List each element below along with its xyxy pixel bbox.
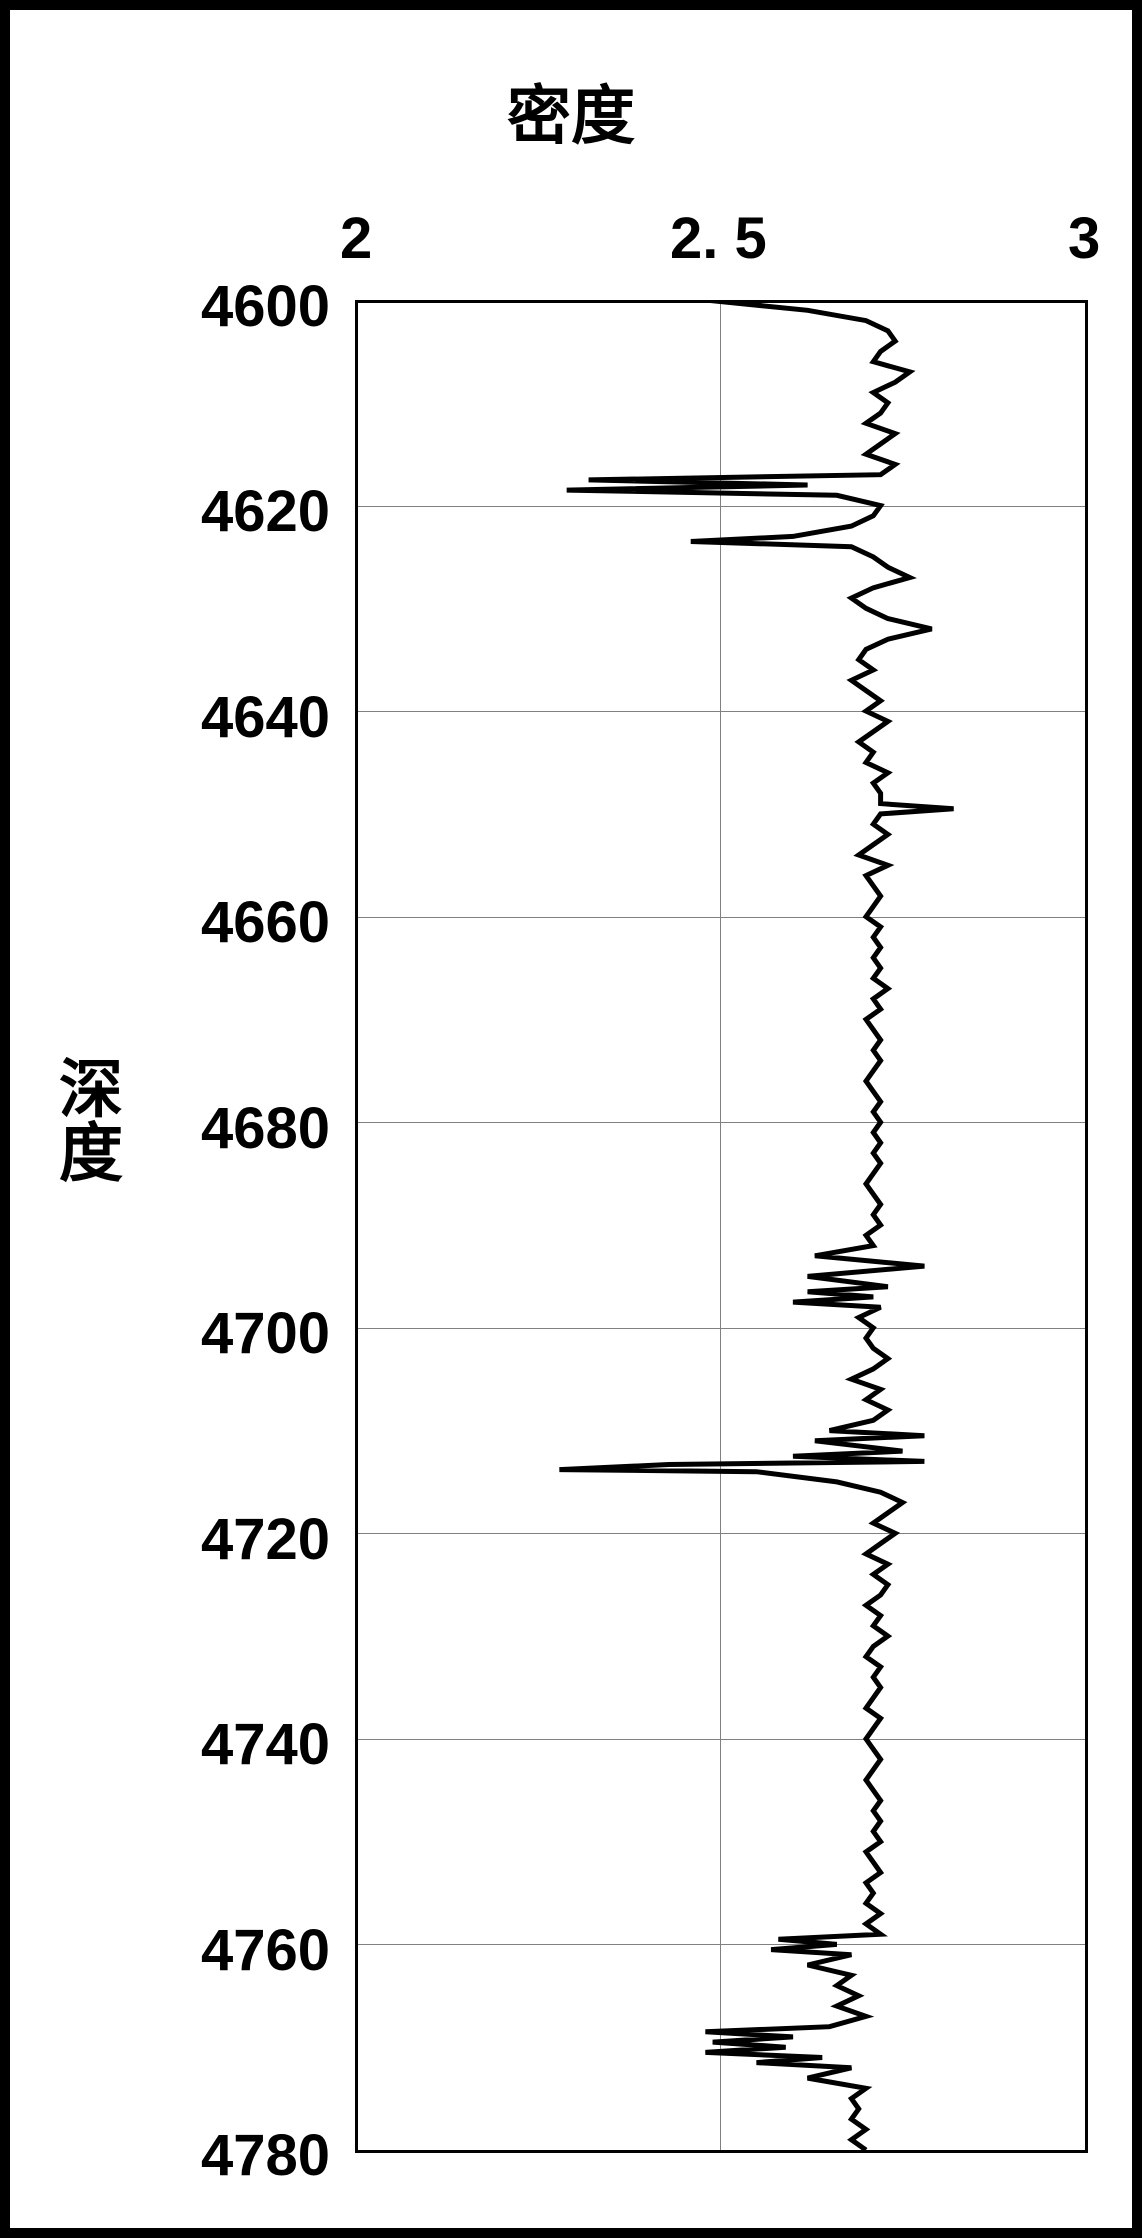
chart-title: 密度 — [507, 65, 635, 157]
chart-frame: 密度 深度 2 2. 5 3 4600 4620 4640 4660 4680 … — [0, 0, 1142, 2238]
y-tick-8: 4760 — [180, 1917, 330, 1984]
y-tick-3: 4660 — [180, 889, 330, 956]
y-tick-0: 4600 — [180, 273, 330, 340]
y-tick-4: 4680 — [180, 1095, 330, 1162]
y-tick-1: 4620 — [180, 478, 330, 545]
x-tick-2: 3 — [1068, 205, 1100, 272]
y-tick-6: 4720 — [180, 1506, 330, 1573]
y-tick-5: 4700 — [180, 1300, 330, 1367]
x-tick-1: 2. 5 — [670, 205, 767, 272]
y-tick-2: 4640 — [180, 684, 330, 751]
density-series — [355, 300, 1085, 2150]
x-tick-0: 2 — [340, 205, 372, 272]
y-tick-7: 4740 — [180, 1711, 330, 1778]
y-tick-9: 4780 — [180, 2122, 330, 2189]
density-log-chart: 密度 深度 2 2. 5 3 4600 4620 4640 4660 4680 … — [10, 10, 1132, 2228]
y-axis-label: 深度 — [40, 1055, 132, 1183]
